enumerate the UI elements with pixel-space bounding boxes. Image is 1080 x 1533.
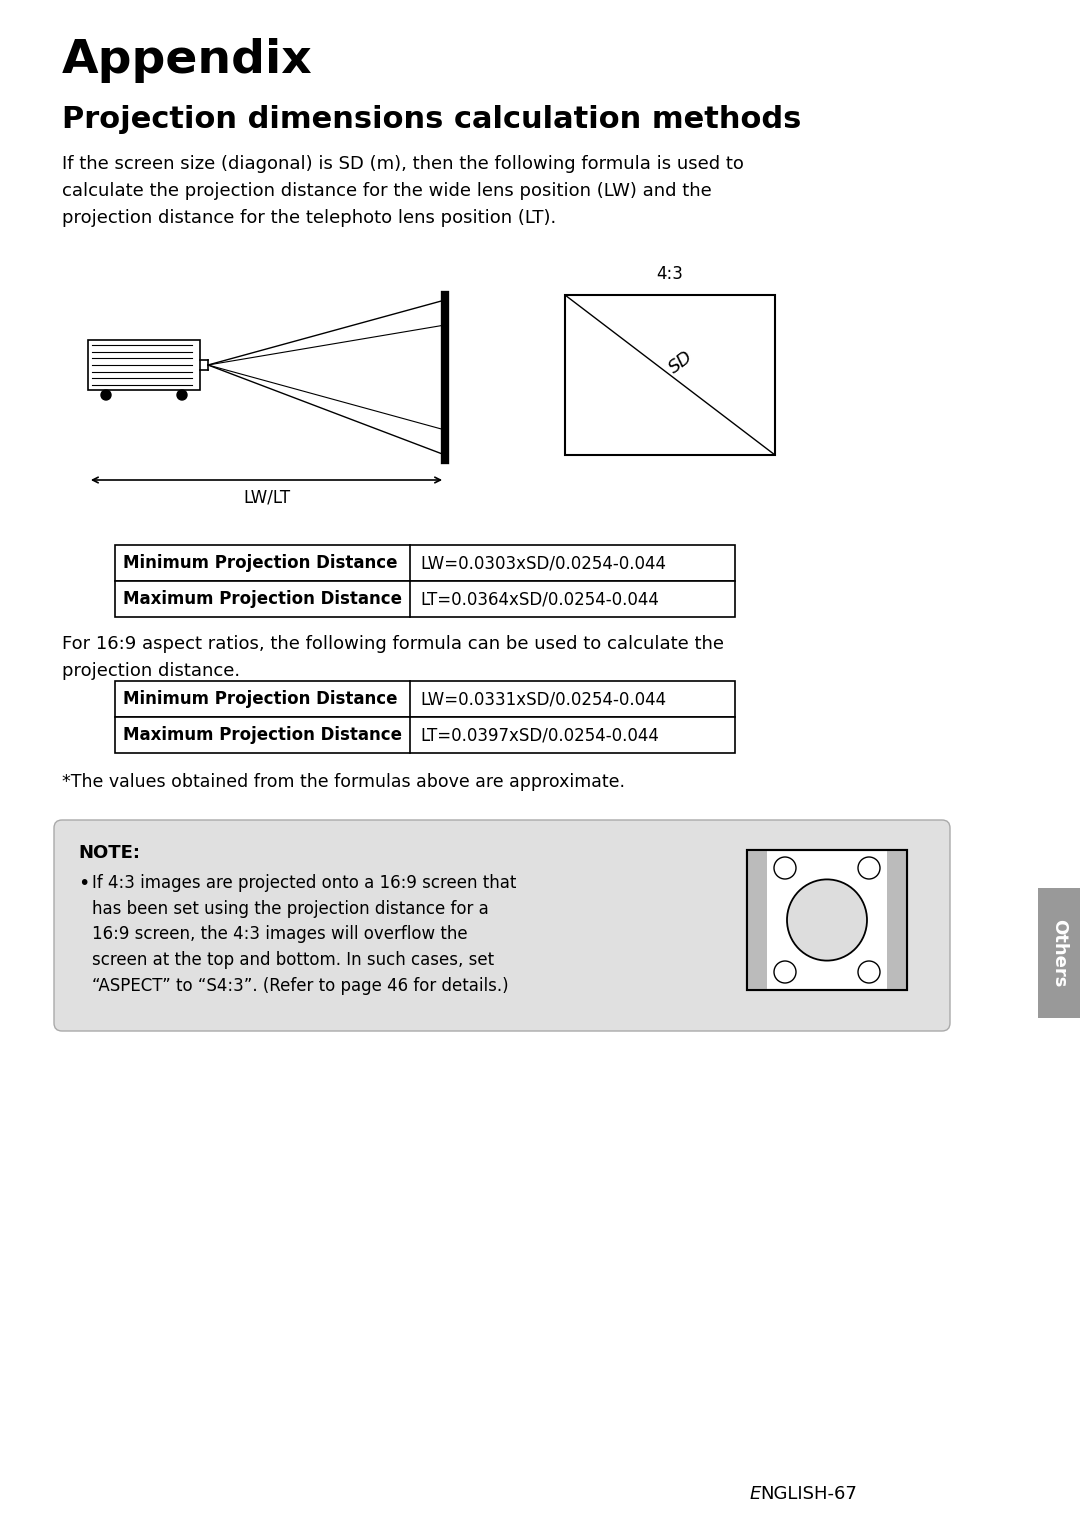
Text: *The values obtained from the formulas above are approximate.: *The values obtained from the formulas a… [62,773,625,791]
Text: LT=0.0397xSD/0.0254-0.044: LT=0.0397xSD/0.0254-0.044 [420,727,659,744]
Text: SD: SD [665,348,696,377]
Circle shape [102,389,111,400]
Text: Maximum Projection Distance: Maximum Projection Distance [123,590,402,609]
Bar [114,581,735,616]
Text: Maximum Projection Distance: Maximum Projection Distance [123,727,402,744]
Text: For 16:9 aspect ratios, the following formula can be used to calculate the
proje: For 16:9 aspect ratios, the following fo… [62,635,724,681]
Text: NGLISH-67: NGLISH-67 [760,1485,856,1502]
Bar [114,681,735,717]
Text: If 4:3 images are projected onto a 16:9 screen that
has been set using the proje: If 4:3 images are projected onto a 16:9 … [92,874,516,995]
Text: Minimum Projection Distance: Minimum Projection Distance [123,690,397,708]
Bar [887,849,907,990]
Circle shape [858,857,880,878]
Circle shape [858,961,880,983]
Text: Others: Others [1050,918,1068,987]
Bar [747,849,907,990]
Bar [1038,888,1080,1018]
Text: Appendix: Appendix [62,38,313,83]
Text: 4:3: 4:3 [657,265,684,284]
Text: LW=0.0331xSD/0.0254-0.044: LW=0.0331xSD/0.0254-0.044 [420,690,666,708]
Text: LT=0.0364xSD/0.0254-0.044: LT=0.0364xSD/0.0254-0.044 [420,590,659,609]
Ellipse shape [787,880,867,961]
Circle shape [774,961,796,983]
Bar [87,340,200,389]
FancyBboxPatch shape [54,820,950,1032]
Circle shape [177,389,187,400]
Bar [114,717,735,753]
Text: LW/LT: LW/LT [243,487,291,506]
Text: If the screen size (diagonal) is SD (m), then the following formula is used to
c: If the screen size (diagonal) is SD (m),… [62,155,744,227]
Bar [565,294,775,455]
Text: Projection dimensions calculation methods: Projection dimensions calculation method… [62,104,801,133]
Text: Minimum Projection Distance: Minimum Projection Distance [123,553,397,572]
Text: LW=0.0303xSD/0.0254-0.044: LW=0.0303xSD/0.0254-0.044 [420,553,666,572]
Text: NOTE:: NOTE: [78,845,140,862]
Bar [747,849,767,990]
Circle shape [774,857,796,878]
Bar [114,546,735,581]
Text: •: • [78,874,90,894]
Bar [747,849,907,990]
Text: E: E [750,1485,761,1502]
